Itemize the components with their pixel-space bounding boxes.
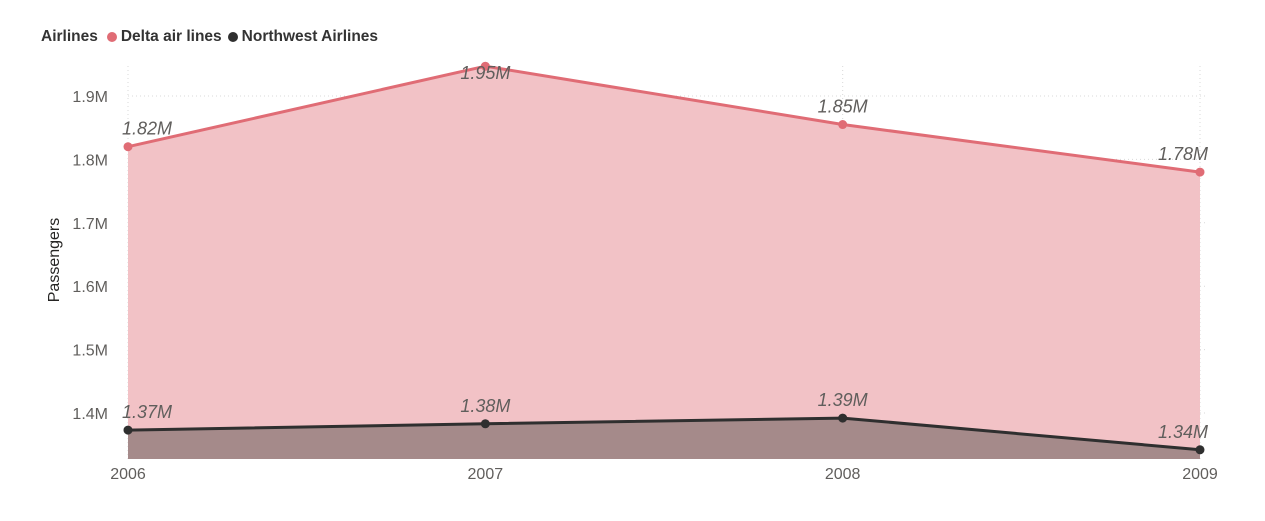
chart-legend: Airlines Delta air lines Northwest Airli… <box>41 26 384 48</box>
y-tick-label: 1.4M <box>72 406 108 423</box>
x-tick-label: 2009 <box>1182 466 1218 483</box>
data-point-delta <box>123 142 133 152</box>
y-tick-label: 1.9M <box>72 89 108 106</box>
data-point-northwest <box>123 425 133 435</box>
data-point-northwest <box>1195 445 1205 455</box>
legend-title: Airlines <box>41 28 98 45</box>
legend-item-delta[interactable]: Delta air lines <box>106 28 222 46</box>
area-fill-northwest <box>128 418 1200 459</box>
data-point-delta <box>480 61 490 71</box>
data-label-northwest: 1.39M <box>818 390 868 410</box>
data-point-delta <box>1195 167 1205 177</box>
legend-label-delta: Delta air lines <box>120 28 222 45</box>
x-tick-label: 2006 <box>110 466 146 483</box>
data-label-delta: 1.78M <box>1158 144 1208 164</box>
legend-dot-delta <box>106 32 117 42</box>
data-label-northwest: 1.37M <box>122 402 172 422</box>
series-line-delta <box>127 64 1201 174</box>
data-point-delta <box>838 120 848 130</box>
data-label-delta: 1.95M <box>460 63 510 83</box>
y-tick-label: 1.8M <box>72 152 108 169</box>
legend-item-northwest[interactable]: Northwest Airlines <box>227 28 379 46</box>
data-label-delta: 1.82M <box>122 119 172 139</box>
data-label-delta: 1.85M <box>818 97 868 117</box>
data-label-northwest: 1.34M <box>1158 422 1208 442</box>
y-tick-label: 1.6M <box>72 279 108 296</box>
data-point-northwest <box>480 419 490 429</box>
y-tick-label: 1.5M <box>72 343 108 360</box>
y-tick-label: 1.7M <box>72 216 108 233</box>
area-fill-delta <box>128 66 1200 460</box>
x-tick-label: 2008 <box>825 466 861 483</box>
data-label-northwest: 1.38M <box>460 396 510 416</box>
x-tick-label: 2007 <box>468 466 504 483</box>
series-line-northwest <box>127 416 1201 452</box>
legend-label-northwest: Northwest Airlines <box>241 28 379 45</box>
data-point-northwest <box>838 413 848 423</box>
legend-dot-northwest <box>227 32 238 42</box>
